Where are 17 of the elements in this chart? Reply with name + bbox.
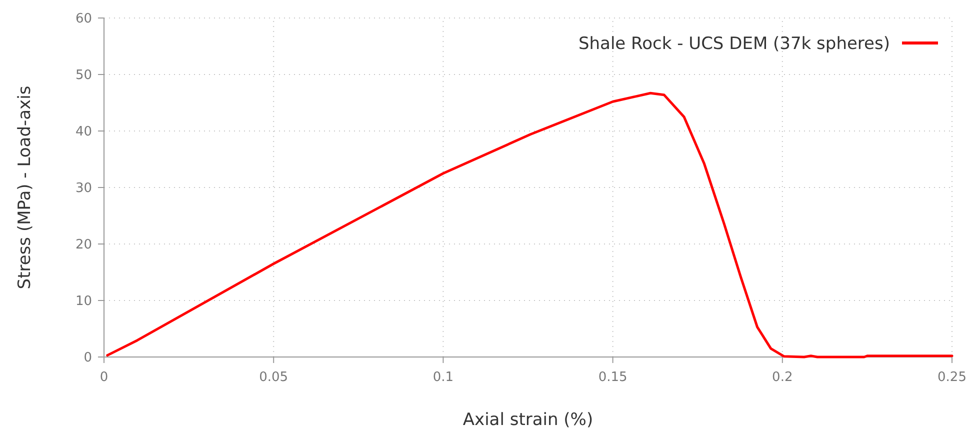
- y-tick-label: 40: [75, 124, 92, 140]
- y-tick-label: 60: [75, 12, 92, 26]
- y-tick-label: 0: [84, 350, 92, 366]
- x-tick-label: 0.1: [432, 370, 454, 385]
- line-series: [106, 92, 954, 358]
- x-tick-label: 0.05: [259, 370, 288, 385]
- x-tick-label: 0.25: [938, 370, 966, 385]
- x-tick-label: 0: [100, 370, 108, 385]
- y-tick-label: 10: [75, 294, 92, 309]
- y-tick-label: 30: [75, 181, 92, 196]
- x-axis-title: Axial strain (%): [462, 410, 594, 430]
- legend-label: Shale Rock - UCS DEM (37k spheres): [578, 34, 890, 54]
- y-tick-label: 50: [75, 68, 92, 83]
- x-tick-label: 0.2: [772, 370, 793, 385]
- y-tick-label: 20: [75, 238, 92, 252]
- y-axis-title: Stress (MPa) - Load-axis: [15, 86, 35, 290]
- x-tick-label: 0.15: [598, 370, 628, 385]
